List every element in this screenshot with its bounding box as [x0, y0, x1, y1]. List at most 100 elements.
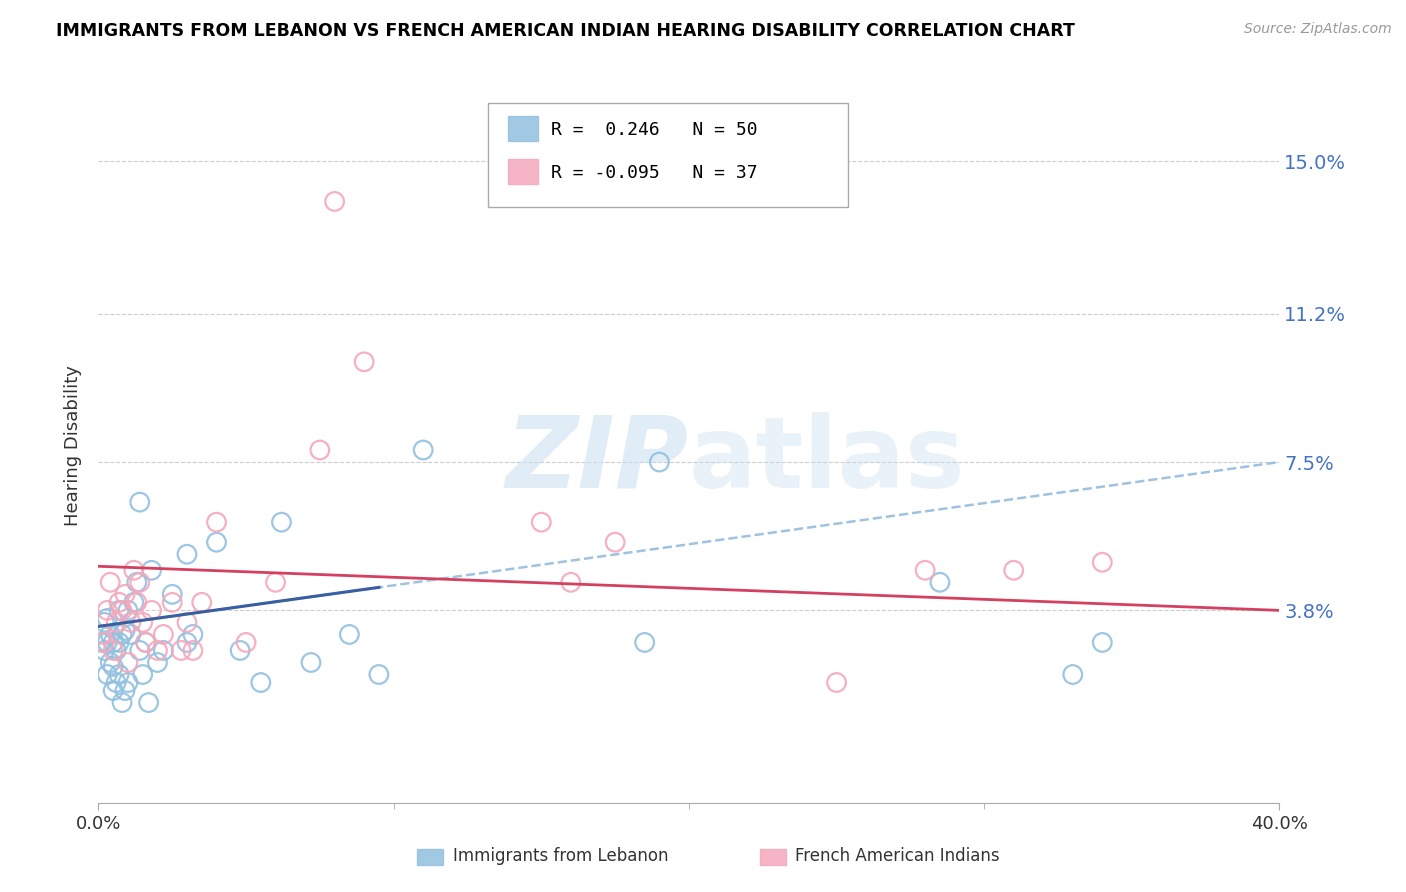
Point [111, 603, 134, 617]
Text: French American Indians: French American Indians [796, 847, 1000, 865]
Point [530, 515, 553, 529]
Point [125, 575, 148, 590]
Point [176, 547, 198, 561]
Point [250, 675, 273, 690]
Point [191, 595, 214, 609]
Point [152, 643, 174, 657]
Point [96, 667, 118, 681]
Point [128, 495, 150, 509]
Point [93, 635, 115, 649]
Point [412, 442, 434, 457]
Point [103, 635, 125, 649]
Point [117, 656, 139, 670]
Point [128, 575, 150, 590]
Point [235, 635, 257, 649]
Point [96, 603, 118, 617]
Point [1062, 667, 1084, 681]
Point [339, 627, 360, 641]
Point [162, 587, 183, 601]
Point [105, 615, 128, 630]
Point [120, 627, 142, 641]
Point [181, 627, 204, 641]
Point [120, 615, 142, 630]
Point [299, 656, 322, 670]
Point [135, 635, 157, 649]
Bar [508, 116, 537, 141]
Point [93, 615, 115, 630]
Point [162, 595, 183, 609]
Text: Source: ZipAtlas.com: Source: ZipAtlas.com [1244, 22, 1392, 37]
Point [264, 575, 287, 590]
Point [96, 635, 118, 649]
Point [90, 635, 112, 649]
Point [176, 615, 198, 630]
Point [914, 563, 936, 577]
Point [1091, 635, 1114, 649]
Point [146, 643, 169, 657]
Point [122, 595, 145, 609]
Point [93, 643, 115, 657]
Point [648, 455, 671, 469]
Bar [759, 849, 786, 865]
Point [108, 635, 131, 649]
Point [108, 595, 131, 609]
Point [108, 667, 131, 681]
Point [928, 575, 950, 590]
Point [103, 683, 125, 698]
Point [353, 355, 375, 369]
Text: IMMIGRANTS FROM LEBANON VS FRENCH AMERICAN INDIAN HEARING DISABILITY CORRELATION: IMMIGRANTS FROM LEBANON VS FRENCH AMERIC… [56, 22, 1076, 40]
Point [1002, 563, 1025, 577]
Point [633, 635, 655, 649]
Bar [418, 849, 443, 865]
Point [176, 635, 198, 649]
Point [105, 675, 128, 690]
Point [125, 595, 148, 609]
Text: R = -0.095   N = 37: R = -0.095 N = 37 [551, 164, 758, 182]
Point [270, 515, 292, 529]
FancyBboxPatch shape [488, 103, 848, 207]
Point [114, 683, 136, 698]
Point [181, 643, 204, 657]
Point [117, 675, 139, 690]
Point [170, 643, 193, 657]
Point [141, 563, 163, 577]
Point [205, 535, 228, 549]
Point [108, 603, 131, 617]
Point [152, 627, 174, 641]
Point [114, 624, 136, 638]
Point [605, 535, 627, 549]
Point [111, 627, 134, 641]
Point [105, 643, 128, 657]
Point [205, 515, 228, 529]
Text: R =  0.246   N = 50: R = 0.246 N = 50 [551, 121, 758, 139]
Point [122, 563, 145, 577]
Point [98, 575, 121, 590]
Point [146, 656, 169, 670]
Point [323, 194, 346, 209]
Point [103, 659, 125, 673]
Point [96, 611, 118, 625]
Point [111, 696, 134, 710]
Bar [508, 159, 537, 184]
Point [138, 696, 160, 710]
Point [117, 603, 139, 617]
Point [132, 667, 155, 681]
Text: Immigrants from Lebanon: Immigrants from Lebanon [453, 847, 668, 865]
Point [309, 442, 332, 457]
Point [368, 667, 391, 681]
Point [132, 615, 155, 630]
Point [560, 575, 582, 590]
Text: atlas: atlas [689, 412, 966, 508]
Point [98, 656, 121, 670]
Point [141, 603, 163, 617]
Text: ZIP: ZIP [506, 412, 689, 508]
Point [135, 635, 157, 649]
Point [103, 643, 125, 657]
Point [114, 587, 136, 601]
Point [229, 643, 252, 657]
Point [98, 627, 121, 641]
Point [825, 675, 848, 690]
Point [1091, 555, 1114, 569]
Point [128, 643, 150, 657]
Y-axis label: Hearing Disability: Hearing Disability [65, 366, 83, 526]
